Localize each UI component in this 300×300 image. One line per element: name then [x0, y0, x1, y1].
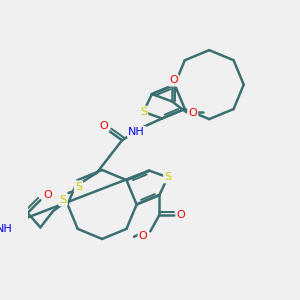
Text: NH: NH [128, 127, 145, 137]
Text: O: O [139, 231, 147, 241]
Text: S: S [164, 172, 171, 182]
Text: O: O [100, 121, 108, 131]
Text: NH: NH [0, 224, 12, 234]
Text: S: S [75, 182, 82, 192]
Text: O: O [43, 190, 52, 200]
Text: O: O [169, 76, 178, 85]
Text: S: S [59, 195, 67, 205]
Text: O: O [188, 108, 197, 118]
Text: O: O [177, 210, 186, 220]
Text: S: S [140, 107, 147, 117]
